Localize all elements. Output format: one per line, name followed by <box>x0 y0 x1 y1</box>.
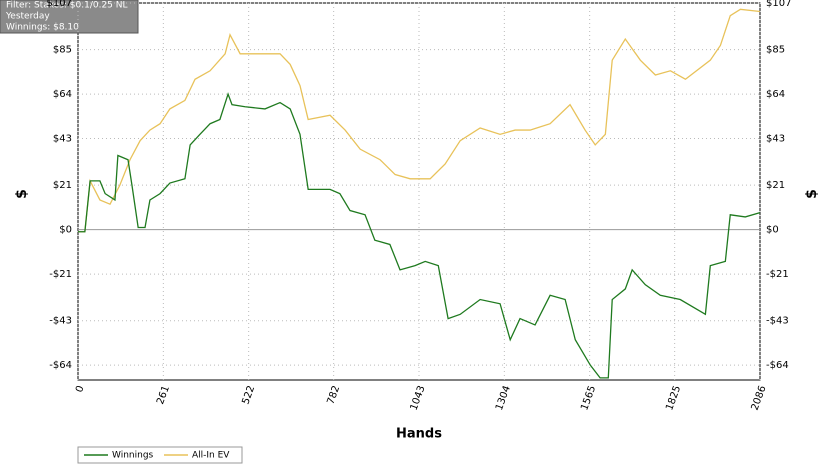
y-tick-label: -$43 <box>766 316 789 327</box>
legend-label: Winnings <box>112 451 154 461</box>
legend-label: All-In EV <box>192 451 230 461</box>
x-tick-label: 1825 <box>664 384 683 412</box>
y-tick-label: -$43 <box>49 316 72 327</box>
y-tick-label: $64 <box>766 89 785 100</box>
y-tick-label: -$64 <box>49 360 72 371</box>
filter-box <box>0 0 139 34</box>
y-tick-label: $85 <box>53 45 72 56</box>
x-tick-label: 782 <box>325 384 342 406</box>
y-tick-label: $21 <box>766 180 785 191</box>
legend <box>77 446 243 464</box>
x-axis-label: Hands <box>396 427 442 442</box>
filter-text: Filter: Stakes: $0.1/0.25 NL <box>6 1 128 11</box>
y-tick-label: $21 <box>53 180 72 191</box>
y-axis-label: $ <box>14 189 30 199</box>
y-tick-label: $0 <box>59 225 72 236</box>
x-tick-label: 1043 <box>409 384 428 412</box>
y-tick-label: $43 <box>766 134 785 145</box>
y-tick-label: -$21 <box>766 269 789 280</box>
x-tick-label: 261 <box>155 384 172 406</box>
x-tick-label: 1565 <box>579 384 598 412</box>
filter-text: Yesterday <box>5 12 50 22</box>
series-line <box>78 8 761 233</box>
y-tick-label: $0 <box>766 225 779 236</box>
x-tick-label: 2086 <box>750 384 769 412</box>
x-tick-label: 1304 <box>494 384 513 412</box>
y-tick-label: $64 <box>53 89 72 100</box>
y-tick-label: -$21 <box>49 269 72 280</box>
y-tick-label: -$64 <box>766 360 789 371</box>
filter-text: Winnings: $8.10 <box>6 23 79 33</box>
y-tick-label: $85 <box>766 45 785 56</box>
series-line <box>78 92 761 379</box>
y-axis-label: $ <box>804 189 820 199</box>
x-tick-label: 0 <box>74 384 87 394</box>
y-tick-label: $43 <box>53 134 72 145</box>
x-tick-label: 522 <box>240 384 257 406</box>
y-tick-label: $107 <box>47 0 72 9</box>
y-tick-label: $107 <box>766 0 791 9</box>
